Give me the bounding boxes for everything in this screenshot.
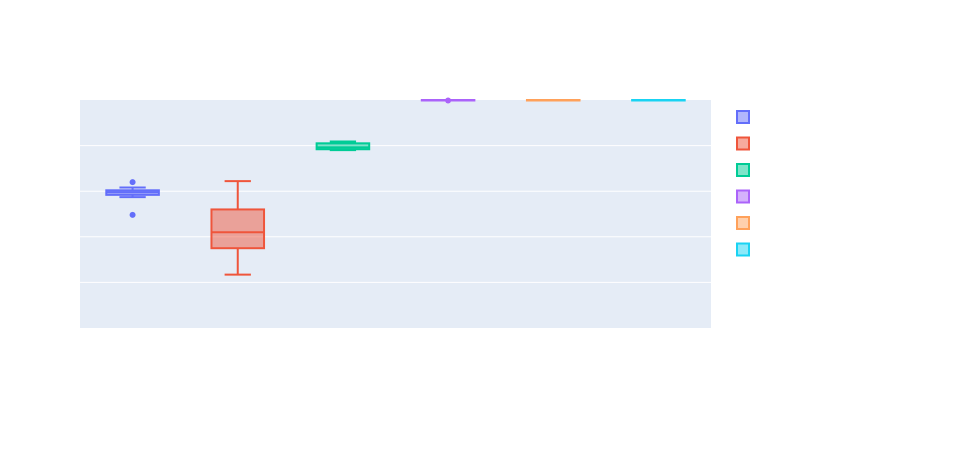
legend-item-3[interactable] [736,163,750,177]
box-iqr [315,142,371,151]
box-series-layer [105,97,686,276]
box-series-1[interactable] [105,179,160,218]
outlier-point [445,97,452,104]
legend-swatch [736,110,750,124]
legend-swatch [736,136,750,151]
box-iqr [210,208,266,250]
legend-item-1[interactable] [736,110,750,124]
legend-item-4[interactable] [736,189,750,204]
legend-item-2[interactable] [736,136,750,151]
legend-swatch [736,189,750,204]
outlier-point [129,211,136,218]
outlier-point [129,179,136,186]
legend [736,110,750,257]
plot-background [80,100,711,328]
gridlines [80,145,711,283]
box-series-5[interactable] [525,99,581,102]
box-series-3[interactable] [315,140,371,152]
box-series-4[interactable] [420,97,476,104]
legend-item-6[interactable] [736,242,750,257]
legend-swatch [736,216,750,230]
legend-swatch [736,242,750,257]
box-series-2[interactable] [210,180,266,276]
box-series-6[interactable] [631,99,686,102]
legend-item-5[interactable] [736,216,750,230]
legend-swatch [736,163,750,177]
